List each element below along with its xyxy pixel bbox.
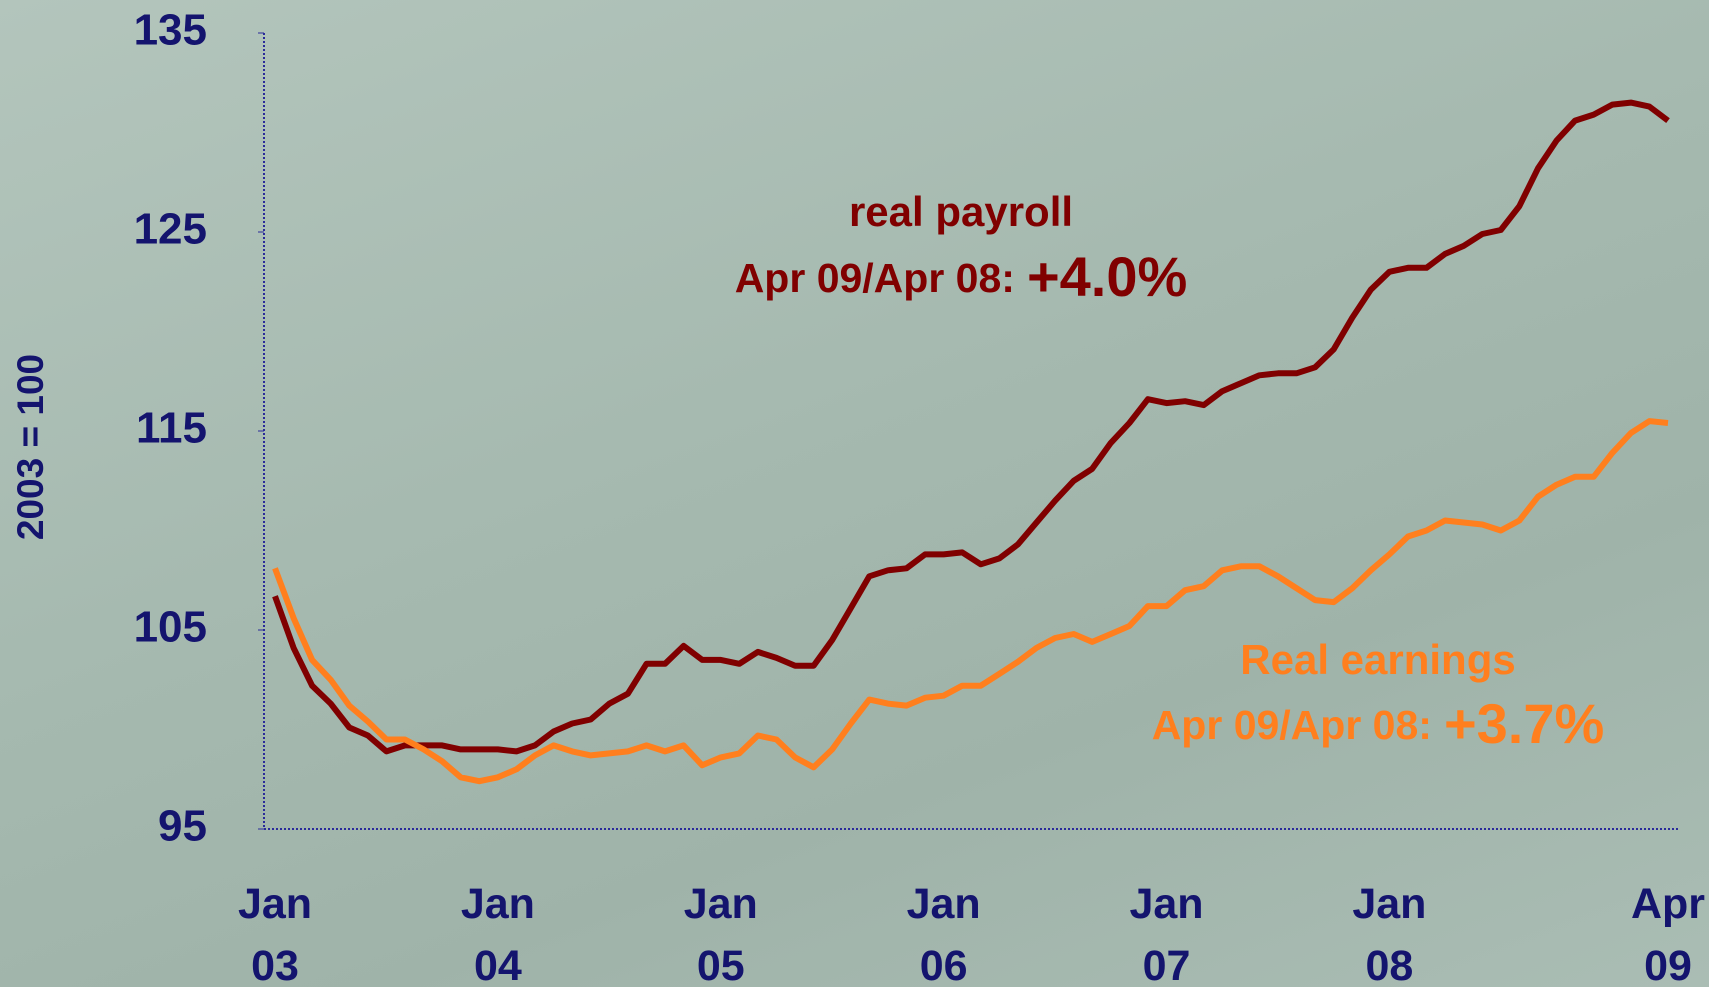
x-tick-label: Jan 08 — [1352, 880, 1427, 987]
x-tick-label: Jan 06 — [906, 880, 981, 987]
y-axis-title: 2003 = 100 — [10, 354, 51, 540]
legend-label: Real earnings — [1240, 636, 1515, 683]
y-tick-label: 135 — [134, 6, 207, 55]
x-tick-label: Apr 09 — [1630, 880, 1706, 987]
annotation-value: +3.7% — [1444, 692, 1604, 755]
y-tick-label: 105 — [134, 603, 207, 652]
series-line — [272, 99, 1670, 755]
y-tick-label: 115 — [136, 404, 207, 453]
annotation-value: +4.0% — [1027, 245, 1187, 308]
annotation: Apr 09/Apr 08: +4.0% — [735, 245, 1188, 308]
legend-label: real payroll — [849, 188, 1073, 235]
x-tick-label: Jan 04 — [460, 880, 535, 987]
y-tick-label: 125 — [134, 205, 207, 254]
x-tick-label: Jan 05 — [683, 880, 758, 987]
annotation-label: Apr 09/Apr 08: — [735, 255, 1015, 301]
annotation-label: Apr 09/Apr 08: — [1152, 702, 1432, 748]
annotation: Apr 09/Apr 08: +3.7% — [1152, 692, 1605, 755]
series-line — [272, 418, 1669, 785]
x-tick-label: Jan 03 — [237, 880, 313, 987]
y-tick-label: 95 — [158, 802, 207, 851]
x-tick-label: Jan 07 — [1129, 880, 1204, 987]
